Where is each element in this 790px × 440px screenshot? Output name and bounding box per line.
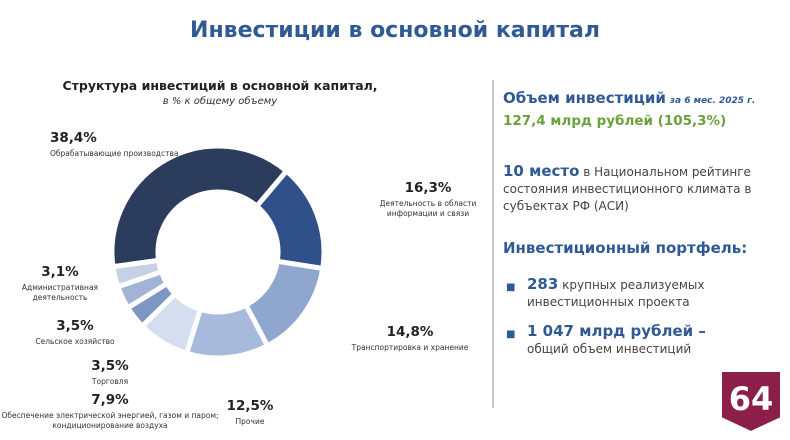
- category-label: Транспортировка и хранение: [351, 343, 469, 352]
- portfolio-item: 1 047 млрд рублей – общий объем инвестиц…: [527, 323, 747, 358]
- portfolio-item: 283 крупных реализуемых инвестиционных п…: [527, 276, 747, 311]
- volume-heading: Объем инвестиций: [503, 89, 666, 107]
- donut-segment: [110, 257, 165, 290]
- value-label: 7,9%: [91, 392, 129, 408]
- rating-block: 10 место в Национальном рейтинге состоян…: [503, 163, 783, 215]
- chart-subtitle: в % к общему объему: [162, 96, 278, 107]
- value-label: 3,1%: [41, 264, 79, 280]
- category-label: Прочие: [235, 417, 265, 426]
- category-label: Сельское хозяйство: [35, 337, 115, 346]
- donut-chart: [109, 143, 324, 358]
- chart-title: Структура инвестиций в основной капитал,: [62, 78, 378, 93]
- bullet: ■: [506, 329, 516, 340]
- segment-label: 3,5% Торговля: [70, 358, 150, 387]
- region-badge: 64: [720, 370, 782, 434]
- value-label: 3,5%: [56, 318, 94, 334]
- bullet: ■: [506, 282, 516, 293]
- category-label: Деятельность в области информации и связ…: [379, 199, 477, 218]
- value-label: 3,5%: [91, 358, 129, 374]
- portfolio-item-number: 283: [527, 275, 559, 293]
- segment-label: 38,4% Обрабатывающие производства: [50, 130, 180, 159]
- donut-segment: [109, 143, 291, 270]
- value-label: 38,4%: [50, 130, 97, 146]
- segment-label: 3,1% Административная деятельность: [0, 264, 120, 303]
- volume-period: за 6 мес. 2025 г.: [669, 96, 756, 106]
- badge-text: 64: [729, 380, 774, 418]
- category-label: Торговля: [91, 377, 129, 386]
- segment-label: 12,5% Прочие: [205, 398, 295, 427]
- badge-shape: [720, 370, 782, 434]
- segment-label: 7,9% Обеспечение электрической энергией, …: [0, 392, 220, 431]
- segment-label: 16,3% Деятельность в области информации и…: [358, 180, 498, 219]
- slide-title: Инвестиции в основной капитал: [190, 18, 600, 43]
- rating-place: 10 место: [503, 162, 580, 180]
- portfolio-item-number: 1 047 млрд рублей –: [527, 322, 706, 340]
- volume-value: 127,4 млрд рублей (105,3%): [503, 113, 727, 129]
- segment-label: 3,5% Сельское хозяйство: [15, 318, 135, 347]
- portfolio-item-text: общий объем инвестиций: [527, 342, 692, 356]
- category-label: Административная деятельность: [21, 283, 99, 302]
- value-label: 14,8%: [386, 324, 434, 340]
- portfolio-heading: Инвестиционный портфель:: [503, 239, 748, 257]
- category-label: Обеспечение электрической энергией, газо…: [1, 411, 219, 430]
- value-label: 16,3%: [404, 180, 452, 196]
- volume-block: Объем инвестиций за 6 мес. 2025 г.: [503, 90, 783, 110]
- segment-label: 14,8% Транспортировка и хранение: [330, 324, 490, 353]
- portfolio-item-text: крупных реализуемых инвестиционных проек…: [527, 278, 705, 309]
- value-label: 12,5%: [226, 398, 274, 414]
- rating-text: в Национальном рейтинге состояния инвест…: [503, 165, 752, 213]
- category-label: Обрабатывающие производства: [50, 149, 179, 158]
- divider: [492, 80, 494, 408]
